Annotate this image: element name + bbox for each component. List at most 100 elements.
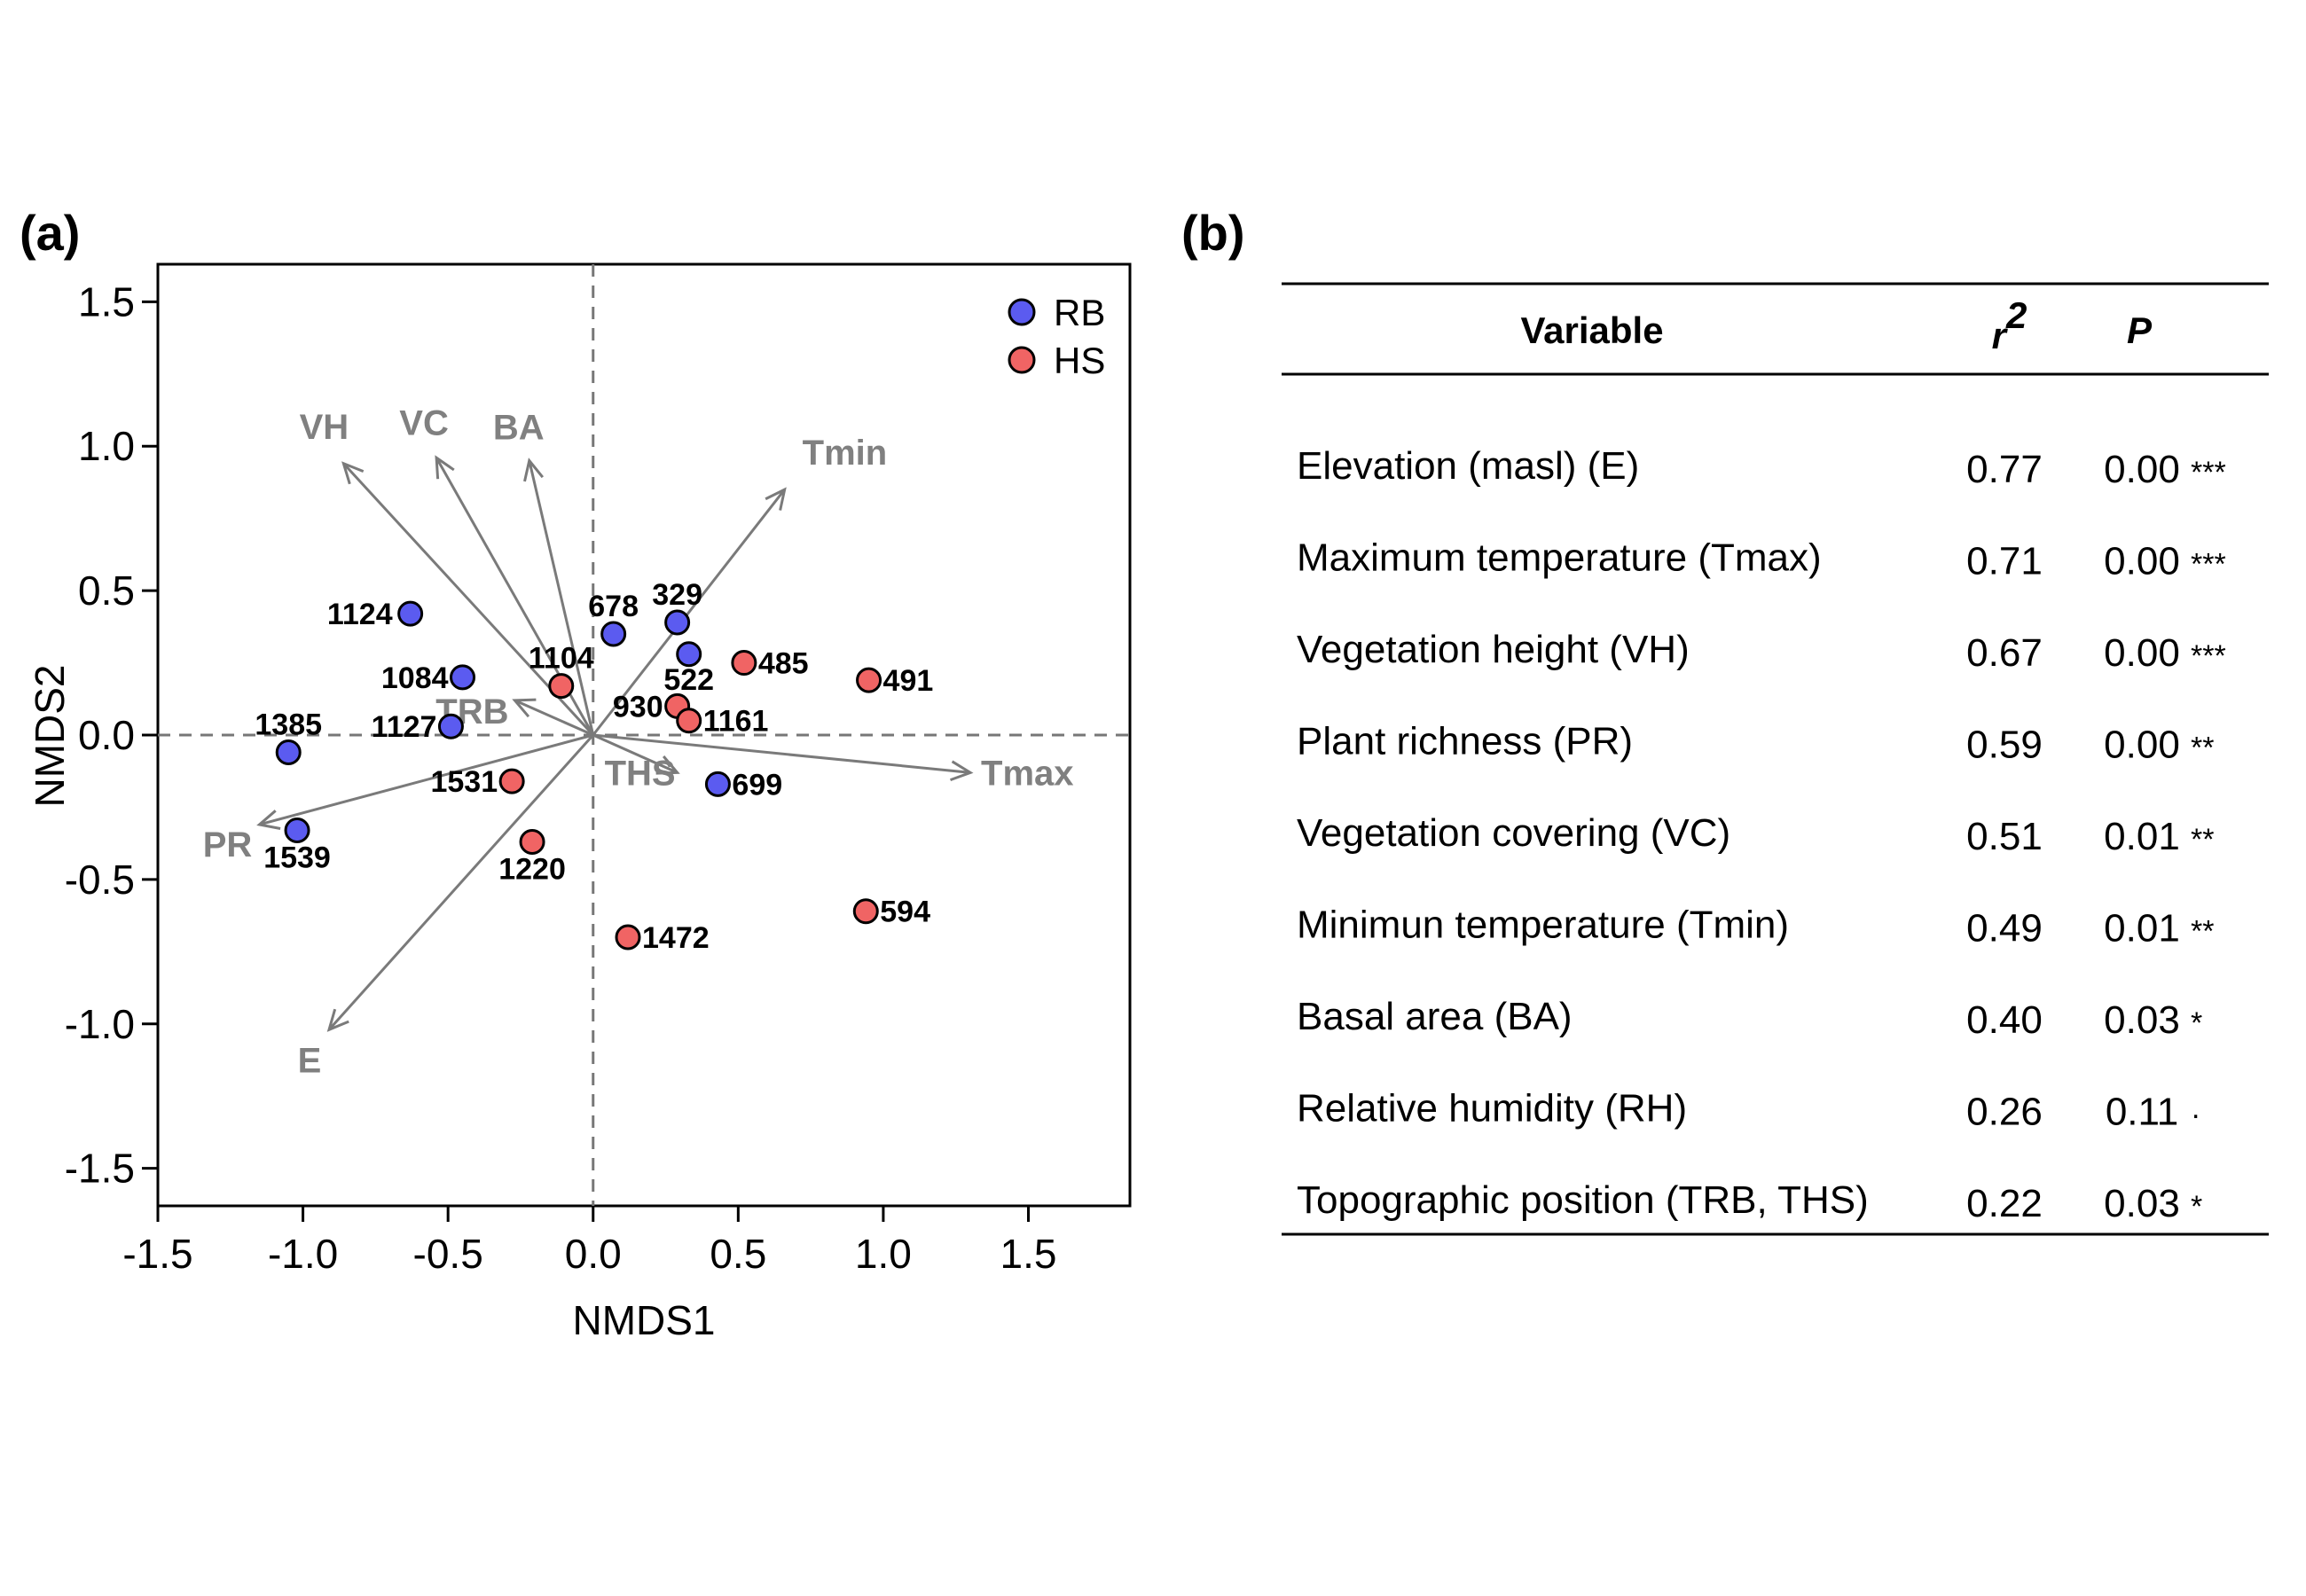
x-tick-label: -1.5 <box>122 1231 192 1277</box>
x-axis: -1.5 -1.0 -0.5 0.0 0.5 1.0 1.5 <box>122 1206 1056 1277</box>
site-point-hs <box>519 829 545 856</box>
site-label: 485 <box>758 647 809 681</box>
row-p: 0.03 <box>2104 998 2180 1042</box>
site-label: 699 <box>732 768 782 802</box>
vector-tmin <box>592 489 786 736</box>
row-significance: *** <box>2191 456 2226 489</box>
y-tick-label: 0.0 <box>78 712 135 758</box>
site-label: 1220 <box>498 853 566 887</box>
row-variable: Vegetation covering (VC) <box>1297 811 1730 855</box>
legend-marker-hs <box>1008 346 1036 374</box>
row-p: 0.11 <box>2106 1091 2178 1134</box>
panel-b-label: (b) <box>1181 205 1245 261</box>
site-label: 329 <box>652 578 702 612</box>
x-tick-label: -1.0 <box>268 1231 338 1277</box>
legend-marker-rb <box>1008 298 1036 326</box>
site-point-hs <box>856 667 882 693</box>
header-r2-base: r <box>1992 315 2009 356</box>
row-variable: Vegetation height (VH) <box>1297 628 1690 671</box>
site-points: 1124 1084 1127 1385 1539 678 329 522 699 1104 1531… <box>255 578 933 955</box>
vector-arrowhead-pr <box>256 810 281 830</box>
legend: RB HS <box>1008 292 1105 381</box>
x-tick-label: -0.5 <box>413 1231 483 1277</box>
vector-arrowhead-vh <box>341 461 365 485</box>
vector-ths <box>592 733 678 774</box>
table-body: Elevation (masl) (E) 0.77 0.00 ***Maximum t… <box>1297 444 2226 1225</box>
row-p: 0.00 <box>2104 448 2180 491</box>
panel-a-label: (a) <box>20 205 80 261</box>
site-point-rb <box>437 713 464 739</box>
site-point-rb <box>664 609 691 636</box>
site-point-rb <box>275 739 302 766</box>
site-point-hs <box>852 898 879 925</box>
vector-arrowhead-tmax <box>950 760 974 782</box>
vector-label-ths: THS <box>605 754 676 793</box>
vector-tmax <box>592 733 971 774</box>
envfit-table: Variable r 2 P Elevation (masl) (E) 0.77 0… <box>1282 282 2269 1236</box>
vector-arrowhead-trb <box>512 698 537 718</box>
row-variable: Relative humidity (RH) <box>1297 1087 1687 1130</box>
y-tick-label: -1.0 <box>65 1001 135 1047</box>
vector-label-e: E <box>298 1041 322 1080</box>
legend-label-rb: RB <box>1054 292 1105 333</box>
row-significance: *** <box>2191 639 2226 673</box>
vector-arrowhead-tmin <box>765 487 787 511</box>
site-label: 491 <box>883 664 934 698</box>
vector-label-vc: VC <box>399 403 449 442</box>
site-label: 1161 <box>703 705 769 739</box>
row-significance: *** <box>2191 548 2226 582</box>
legend-label-hs: HS <box>1054 340 1105 381</box>
site-label: 1127 <box>372 710 437 744</box>
y-tick-label: -0.5 <box>65 857 135 903</box>
row-r2: 0.22 <box>1966 1182 2043 1225</box>
row-r2: 0.71 <box>1966 540 2043 583</box>
row-p: 0.00 <box>2104 631 2180 675</box>
y-tick-label: -1.5 <box>65 1146 135 1192</box>
row-variable: Maximum temperature (Tmax) <box>1297 536 1822 580</box>
row-p: 0.03 <box>2104 1182 2180 1225</box>
vector-arrowhead-ths <box>655 755 680 775</box>
row-significance: ** <box>2191 732 2214 765</box>
row-r2: 0.67 <box>1966 631 2043 675</box>
site-label: 1539 <box>263 841 331 875</box>
site-label: 678 <box>588 590 639 623</box>
row-r2: 0.26 <box>1966 1091 2043 1134</box>
y-axis: -1.5 -1.0 -0.5 0.0 0.5 1.0 1.5 <box>65 278 158 1192</box>
x-tick-label: 1.5 <box>1000 1231 1057 1277</box>
vector-arrowhead-e <box>326 1008 349 1032</box>
site-label: 1084 <box>381 661 449 695</box>
vector-label-tmax: Tmax <box>981 754 1074 793</box>
row-variable: Plant richness (PR) <box>1297 720 1633 763</box>
site-label: 1472 <box>642 921 710 955</box>
row-r2: 0.40 <box>1966 998 2043 1042</box>
x-tick-label: 1.0 <box>855 1231 912 1277</box>
site-label: 594 <box>880 896 930 929</box>
row-p: 0.00 <box>2104 540 2180 583</box>
header-r2: r <box>1992 315 2009 356</box>
site-label: 1124 <box>327 598 393 631</box>
vector-label-ba: BA <box>493 409 545 448</box>
site-label: 1104 <box>529 642 594 676</box>
site-point-rb <box>676 641 702 668</box>
vector-label-pr: PR <box>203 825 253 864</box>
vector-arrowhead-vc <box>435 455 455 480</box>
row-significance: ** <box>2191 915 2214 949</box>
y-tick-label: 1.0 <box>78 423 135 469</box>
row-significance: * <box>2191 1006 2202 1040</box>
x-axis-title: NMDS1 <box>572 1297 715 1343</box>
row-significance: * <box>2191 1190 2202 1224</box>
vector-label-vh: VH <box>300 408 349 447</box>
site-point-hs <box>615 924 641 951</box>
site-label: 1385 <box>255 708 322 742</box>
y-tick-label: 0.5 <box>78 567 135 614</box>
row-variable: Topographic position (TRB, THS) <box>1297 1178 1869 1222</box>
site-label: 522 <box>663 663 714 697</box>
row-variable: Basal area (BA) <box>1297 995 1573 1038</box>
row-r2: 0.49 <box>1966 907 2043 951</box>
y-tick-label: 1.5 <box>78 278 135 325</box>
row-variable: Elevation (masl) (E) <box>1297 444 1639 488</box>
vector-e <box>327 733 594 1031</box>
site-label: 1531 <box>430 765 498 799</box>
row-significance: · <box>2191 1099 2200 1132</box>
vector-arrowhead-ba <box>523 458 545 482</box>
